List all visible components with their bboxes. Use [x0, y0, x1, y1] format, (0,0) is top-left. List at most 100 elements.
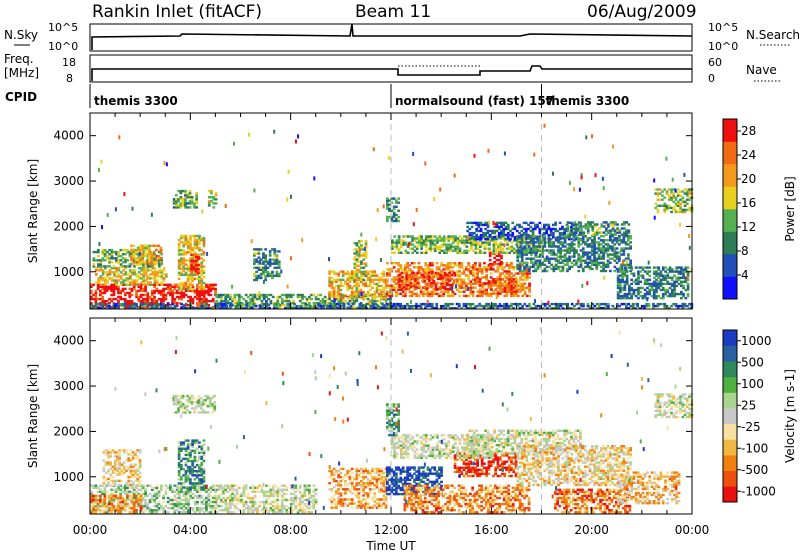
range-cell [390, 294, 394, 298]
range-cell [456, 245, 460, 248]
range-cell [197, 257, 200, 261]
range-cell [382, 274, 386, 277]
range-cell [389, 289, 392, 294]
range-cell [499, 237, 503, 240]
range-cell [207, 200, 211, 203]
range-cell [527, 247, 531, 250]
range-cell [277, 302, 281, 306]
range-cell [679, 222, 682, 227]
range-cell [392, 262, 396, 265]
range-cell [101, 287, 104, 291]
range-cell [478, 280, 482, 283]
range-cell [590, 245, 594, 248]
range-cell [156, 275, 159, 278]
range-cell [487, 307, 490, 310]
range-cell [142, 265, 145, 268]
range-cell [514, 294, 518, 298]
range-cell [277, 264, 281, 267]
range-cell [101, 269, 105, 272]
range-cell [200, 263, 204, 266]
range-cell [162, 302, 165, 306]
range-cell [137, 257, 141, 260]
range-cell [623, 294, 627, 298]
range-cell [133, 259, 136, 262]
range-cell [268, 274, 272, 278]
range-cell [552, 245, 556, 248]
range-cell [673, 270, 676, 273]
range-cell [618, 255, 621, 258]
range-cell [262, 254, 265, 257]
range-cell [414, 279, 417, 283]
range-cell [527, 245, 531, 248]
range-cell [567, 238, 571, 241]
range-cell [572, 255, 576, 258]
range-cell [485, 302, 488, 306]
range-cell [659, 280, 663, 283]
power-patch [353, 240, 368, 282]
range-cell [524, 239, 527, 242]
range-cell [512, 302, 515, 306]
range-cell [184, 198, 187, 201]
range-cell [97, 279, 100, 282]
range-cell [550, 307, 554, 310]
range-cell [494, 251, 498, 254]
range-cell [164, 283, 168, 286]
range-cell [579, 255, 583, 258]
range-cell [450, 273, 454, 276]
range-cell [485, 304, 488, 308]
range-cell [467, 262, 470, 265]
range-cell [410, 262, 414, 265]
range-cell [153, 269, 157, 272]
range-cell [495, 258, 499, 262]
range-cell [393, 251, 396, 254]
range-cell [318, 302, 321, 306]
range-cell [155, 261, 159, 264]
range-cell [611, 233, 615, 236]
range-cell [517, 237, 521, 240]
range-cell [625, 294, 629, 298]
range-cell [151, 307, 154, 310]
range-cell [618, 259, 621, 262]
range-cell [135, 279, 139, 282]
range-cell [117, 302, 120, 306]
range-cell [403, 287, 406, 291]
range-cell [656, 204, 660, 207]
range-cell [438, 235, 442, 238]
range-cell [469, 302, 472, 306]
range-cell [194, 270, 198, 273]
range-cell [173, 285, 177, 288]
range-cell [543, 239, 547, 242]
range-cell [575, 261, 578, 264]
range-cell [469, 307, 472, 310]
range-cell [494, 280, 498, 283]
range-cell [150, 244, 154, 247]
range-cell [188, 200, 192, 203]
range-cell [108, 271, 112, 274]
range-cell [646, 290, 649, 294]
range-cell [545, 241, 549, 244]
range-cell [211, 307, 215, 310]
range-cell [525, 261, 529, 264]
range-cell [688, 208, 691, 212]
range-cell [191, 302, 195, 305]
range-cell [563, 229, 566, 233]
range-cell [159, 256, 163, 260]
range-cell [143, 244, 147, 247]
range-cell [184, 253, 188, 256]
range-cell [476, 304, 479, 308]
range-cell [390, 215, 394, 219]
range-cell [117, 295, 120, 299]
range-cell [417, 304, 420, 308]
range-cell [611, 239, 614, 242]
range-cell [512, 278, 516, 281]
range-cell [548, 304, 551, 308]
range-cell [104, 267, 107, 270]
cpid-strip: CPID themis 3300 normalsound (fast) 157th… [5, 84, 629, 108]
range-cell [353, 252, 357, 255]
range-cell [202, 299, 206, 303]
range-cell [548, 257, 551, 260]
range-cell [177, 273, 181, 276]
range-cell [273, 250, 277, 253]
range-cell [360, 244, 363, 247]
range-cell [632, 272, 636, 275]
